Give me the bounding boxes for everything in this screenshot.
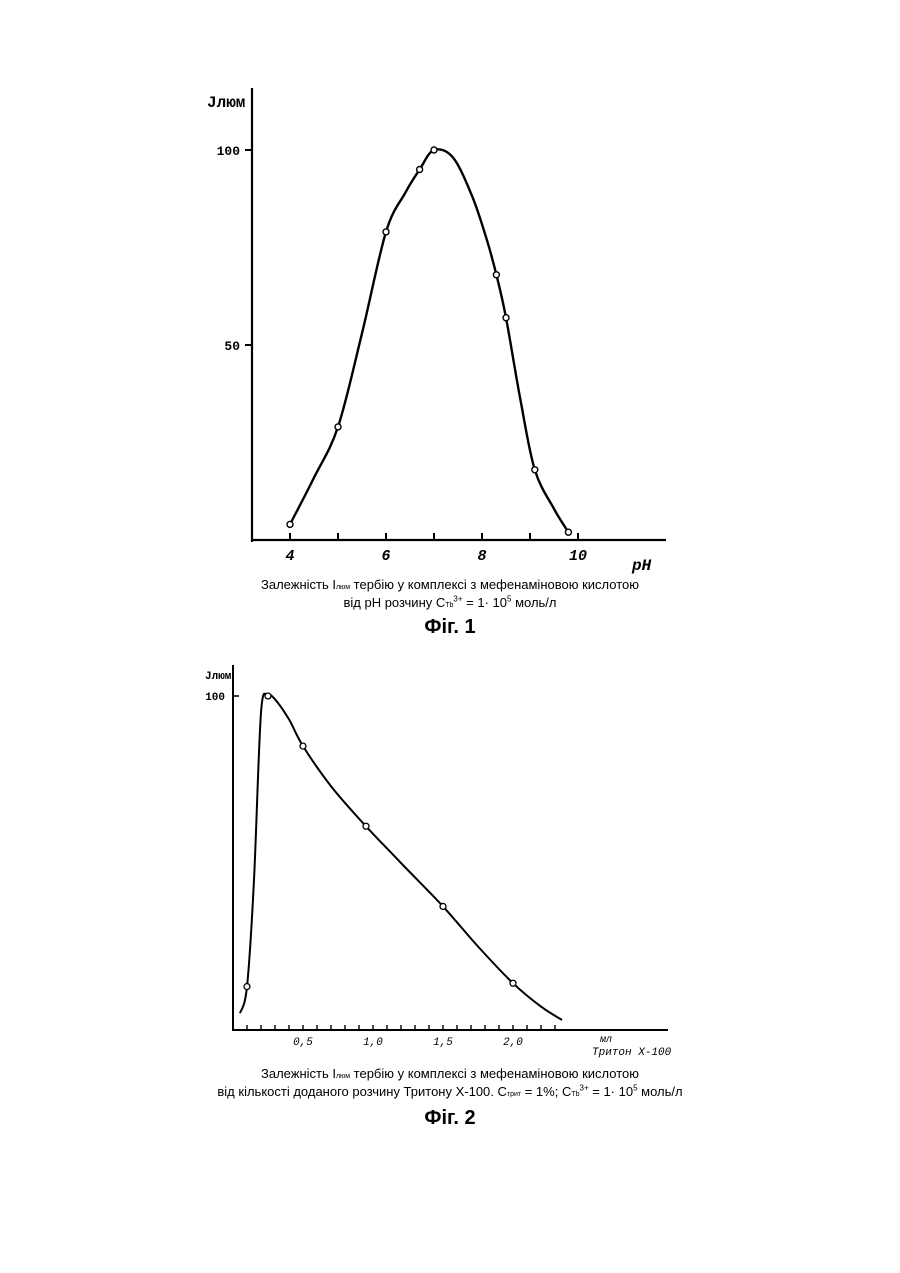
y-axis-label: Jлюм <box>207 94 245 112</box>
figure-2: 100 0,5 1,0 1,5 2,0 млТритон X-100 Jлюм Залежн… <box>0 650 900 1150</box>
data-point <box>335 424 341 430</box>
data-point <box>431 147 437 153</box>
figure-1-caption-line-2: від pH розчину CTb3+ = 1· 105 моль/л <box>0 595 900 613</box>
data-point <box>244 984 250 990</box>
x-tick-label: 0,5 <box>293 1037 313 1049</box>
data-point <box>363 823 369 829</box>
caption-1-subscript: люм <box>336 584 350 591</box>
caption-2-text-a: Залежність I <box>261 1066 336 1081</box>
caption-2-subscript-trit: трит <box>507 1091 521 1098</box>
chart-2-triton-dependence: 100 0,5 1,0 1,5 2,0 млТритон X-100 Jлюм <box>0 650 900 1065</box>
caption-1-text-c: від pH розчину C <box>343 595 445 610</box>
caption-2-text-e: = 1· 10 <box>589 1084 633 1099</box>
figure-2-label: Фіг. 2 <box>0 1107 900 1130</box>
x-axis-label-name: Тритон X-100 <box>592 1047 672 1059</box>
y-tick-label: 100 <box>205 692 225 704</box>
x-tick-label: 4 <box>285 548 294 565</box>
caption-2-text-c: від кількості доданого розчину Тритону Х… <box>217 1084 507 1099</box>
x-tick-label: 8 <box>477 548 486 565</box>
data-point <box>503 315 509 321</box>
y-tick-label: 100 <box>217 144 241 159</box>
data-point <box>383 229 389 235</box>
figure-1-caption-line-1: Залежність Iлюм тербію у комплексі з меф… <box>0 577 900 595</box>
x-tick-label: 2,0 <box>503 1037 523 1049</box>
caption-1-text-b: тербію у комплексі з мефенаміновою кисло… <box>350 577 639 592</box>
caption-1-text-d: = 1· 10 <box>463 595 507 610</box>
x-axis-label: pH <box>631 557 652 575</box>
data-point <box>287 521 293 527</box>
data-point <box>265 693 271 699</box>
caption-2-text-d: = 1%; C <box>521 1084 571 1099</box>
figure-1: 50 100 4 6 8 10 pH Jлюм Залежність Iлюм тербію … <box>0 0 900 650</box>
figure-1-label: Фіг. 1 <box>0 616 900 639</box>
x-axis-label-unit: мл <box>599 1035 612 1046</box>
figure-2-caption: Залежність Iлюм тербію у комплексі з меф… <box>0 1066 900 1102</box>
figure-2-caption-line-2: від кількості доданого розчину Тритону Х… <box>0 1084 900 1102</box>
caption-1-superscript-3plus: 3+ <box>453 595 462 604</box>
data-point <box>532 467 538 473</box>
data-point <box>493 272 499 278</box>
x-tick-label: 10 <box>569 548 587 565</box>
x-tick-label: 6 <box>381 548 390 565</box>
data-point <box>417 167 423 173</box>
caption-2-subscript: люм <box>336 1073 350 1080</box>
figure-2-caption-line-1: Залежність Iлюм тербію у комплексі з меф… <box>0 1066 900 1084</box>
data-curve <box>240 694 562 1020</box>
y-axis-label: Jлюм <box>205 671 232 683</box>
caption-2-subscript-tb: Tb <box>571 1091 579 1098</box>
figure-1-caption: Залежність Iлюм тербію у комплексі з меф… <box>0 577 900 613</box>
chart-1-ph-dependence: 50 100 4 6 8 10 pH Jлюм <box>0 0 900 580</box>
caption-2-text-b: тербію у комплексі з мефенаміновою кисло… <box>350 1066 639 1081</box>
caption-2-text-f: моль/л <box>638 1084 683 1099</box>
caption-2-superscript-3plus: 3+ <box>580 1084 589 1093</box>
x-tick-label: 1,0 <box>363 1037 383 1049</box>
data-point <box>510 980 516 986</box>
data-point <box>565 529 571 535</box>
y-tick-label: 50 <box>224 339 240 354</box>
x-tick-label: 1,5 <box>433 1037 453 1049</box>
data-point <box>300 743 306 749</box>
caption-1-text-e: моль/л <box>511 595 556 610</box>
data-curve <box>290 149 568 532</box>
caption-1-text-a: Залежність I <box>261 577 336 592</box>
data-point <box>440 903 446 909</box>
